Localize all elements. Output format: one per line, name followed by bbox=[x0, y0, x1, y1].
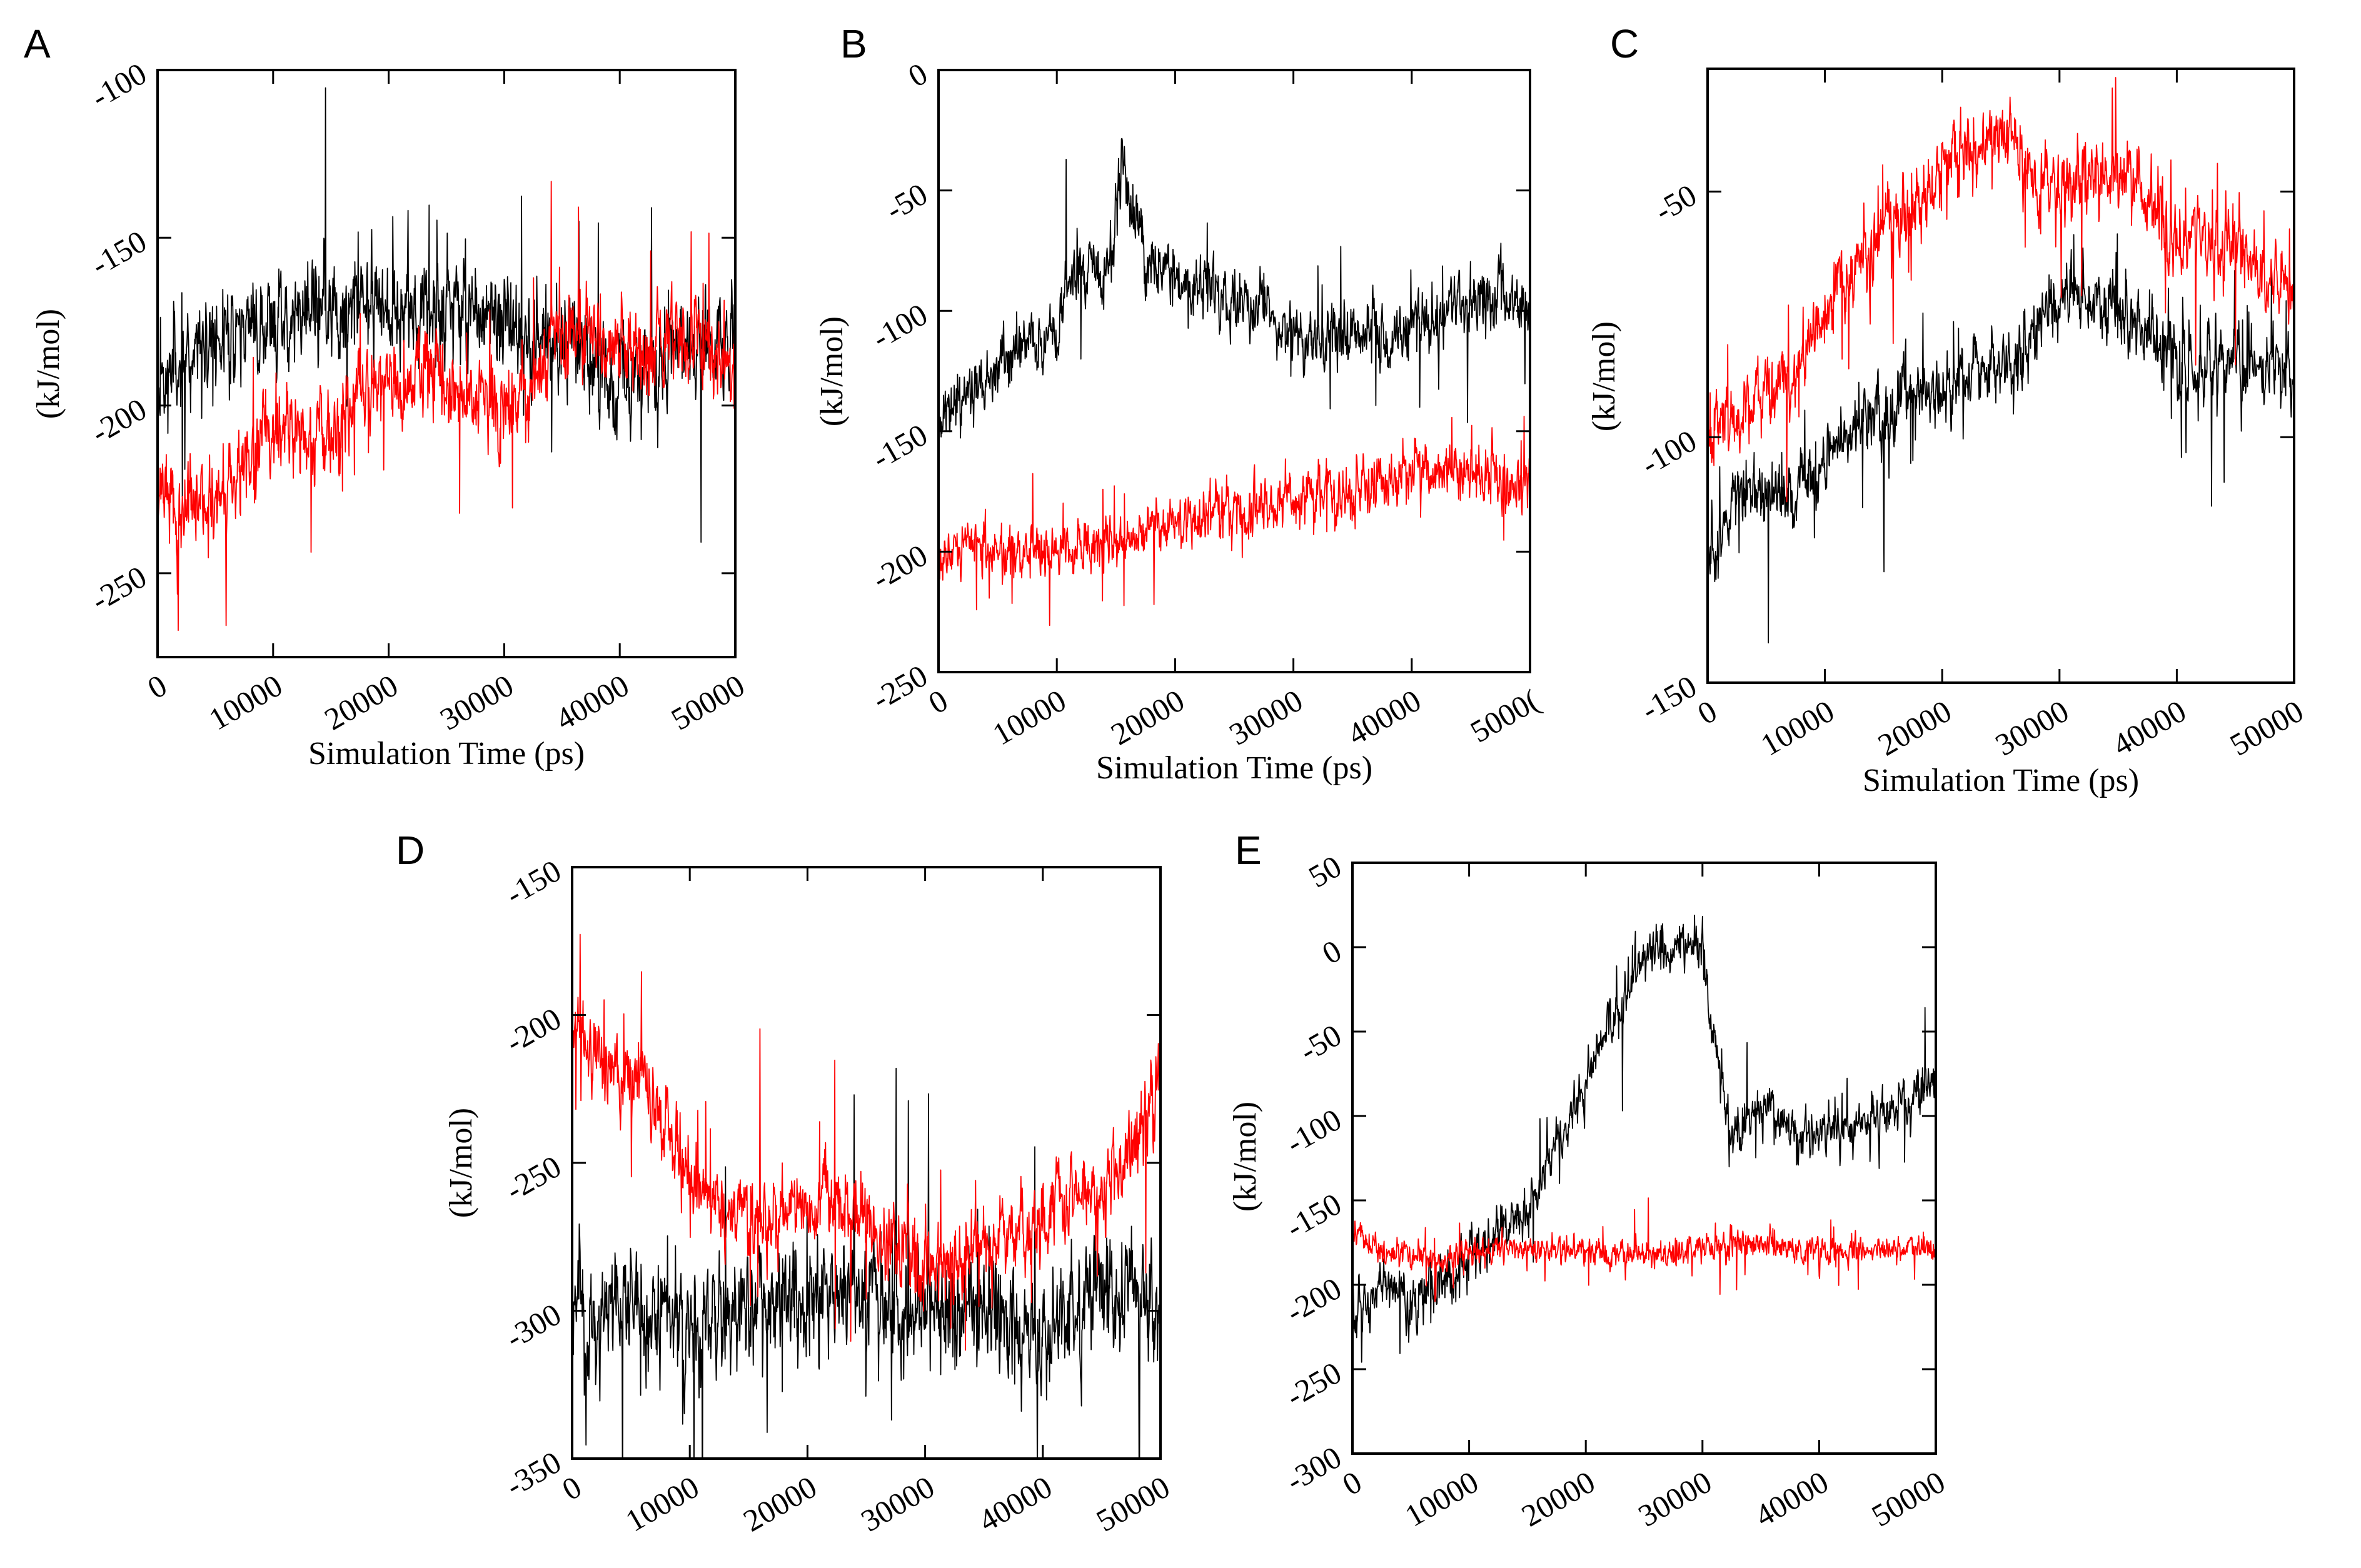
x-tick-label: 10000 bbox=[620, 1469, 705, 1539]
y-tick-label: 0 bbox=[902, 56, 934, 94]
x-axis-title-b: Simulation Time (ps) bbox=[1096, 750, 1372, 786]
y-tick-label: -200 bbox=[500, 1001, 566, 1060]
x-tick-label: 20000 bbox=[1516, 1464, 1601, 1534]
x-tick-label: 20000 bbox=[1105, 683, 1190, 752]
y-tick-label: -300 bbox=[500, 1297, 566, 1355]
y-axis-title-d: (kJ/mol) bbox=[443, 1108, 479, 1218]
plot-frame-e bbox=[1351, 862, 1937, 1455]
ticks-layer: 0 10000 20000 30000 40000 5000(0-50-100-150-2… bbox=[866, 56, 1545, 752]
x-tick-label: 5000( bbox=[1464, 683, 1545, 750]
x-tick-label: 50000 bbox=[2224, 693, 2309, 763]
series-line-red bbox=[158, 181, 735, 631]
x-tick-label: 20000 bbox=[318, 668, 403, 737]
panel-d: D 0 10000 20000 30000 40000 50000-150-200-250… bbox=[396, 828, 1175, 1539]
x-tick-label: 40000 bbox=[1749, 1464, 1834, 1534]
series-line-black bbox=[939, 138, 1530, 439]
x-axis-title-c: Simulation Time (ps) bbox=[1863, 763, 2139, 798]
x-tick-label: 50000 bbox=[1090, 1469, 1175, 1539]
x-tick-label: 40000 bbox=[973, 1469, 1058, 1539]
x-tick-label: 10000 bbox=[987, 683, 1072, 752]
x-tick-label: 30000 bbox=[1633, 1464, 1718, 1534]
y-tick-label: -300 bbox=[1280, 1439, 1347, 1498]
y-tick-label: -250 bbox=[1280, 1355, 1347, 1414]
y-tick-label: -250 bbox=[866, 658, 933, 716]
series-line-red bbox=[1352, 1197, 1936, 1302]
y-tick-label: -200 bbox=[1280, 1270, 1347, 1329]
series-line-red bbox=[1708, 77, 2294, 503]
y-tick-label: -200 bbox=[866, 537, 933, 596]
y-tick-label: -100 bbox=[866, 296, 933, 355]
panel-e: E 0 10000 20000 30000 40000 50000500-50-100-1… bbox=[1227, 828, 1951, 1534]
y-axis-title-a: (kJ/mol) bbox=[31, 309, 66, 419]
x-tick-label: 20000 bbox=[1872, 693, 1957, 763]
y-tick-label: -150 bbox=[1635, 668, 1702, 727]
panel-a: A 0 10000 20000 30000 40000 50000 -100 -150 -200… bbox=[24, 21, 750, 771]
y-tick-label: -350 bbox=[500, 1444, 566, 1503]
y-tick-label: -100 bbox=[1280, 1102, 1347, 1160]
panel-label-e: E bbox=[1235, 828, 1262, 873]
y-axis-title-e: (kJ/mol) bbox=[1227, 1102, 1263, 1212]
panel-b: B 0 10000 20000 30000 40000 5000(0-50-100-150… bbox=[814, 21, 1545, 786]
plot-frame-c bbox=[1706, 68, 2295, 684]
ticks-layer: 0 10000 20000 30000 40000 50000500-50-100-150… bbox=[1280, 848, 1951, 1534]
y-tick-label: -100 bbox=[1635, 423, 1702, 481]
y-tick-label: -150 bbox=[866, 417, 933, 476]
x-axis-title-a: Simulation Time (ps) bbox=[308, 736, 585, 771]
y-tick-label: -250 bbox=[500, 1148, 566, 1207]
series-layer bbox=[1708, 77, 2294, 644]
series-line-black bbox=[1708, 233, 2294, 644]
x-tick-label: 30000 bbox=[855, 1469, 940, 1539]
y-tick-label: -150 bbox=[1280, 1186, 1347, 1245]
x-tick-label: 10000 bbox=[203, 668, 288, 737]
x-tick-label: 20000 bbox=[737, 1469, 822, 1539]
series-layer bbox=[158, 87, 735, 631]
y-tick-label: -200 bbox=[85, 391, 152, 450]
series-layer bbox=[939, 138, 1530, 626]
panel-label-b: B bbox=[840, 21, 867, 66]
y-axis-title-b: (kJ/mol) bbox=[814, 316, 850, 426]
series-line-red bbox=[572, 933, 1160, 1351]
x-tick-label: 10000 bbox=[1399, 1464, 1484, 1534]
y-tick-label: -50 bbox=[1649, 177, 1703, 228]
series-line-red bbox=[939, 415, 1530, 626]
series-layer bbox=[1352, 915, 1936, 1363]
y-tick-label: -150 bbox=[85, 223, 152, 282]
y-tick-label: -250 bbox=[85, 559, 152, 618]
x-tick-label: 40000 bbox=[550, 668, 635, 737]
x-tick-label: 10000 bbox=[1754, 693, 1840, 763]
series-line-black bbox=[1352, 915, 1936, 1363]
panel-label-d: D bbox=[396, 828, 425, 873]
panel-label-a: A bbox=[24, 21, 51, 66]
x-tick-label: 50000 bbox=[1866, 1464, 1951, 1534]
y-tick-label: -50 bbox=[880, 176, 934, 228]
x-tick-label: 40000 bbox=[1342, 683, 1427, 752]
y-tick-label: 0 bbox=[1316, 933, 1347, 971]
x-tick-label: 30000 bbox=[1990, 693, 2075, 763]
y-tick-label: -100 bbox=[85, 56, 152, 114]
x-tick-label: 30000 bbox=[1223, 683, 1308, 752]
x-tick-label: 30000 bbox=[434, 668, 519, 737]
plot-frame-b bbox=[937, 69, 1531, 673]
y-tick-label: -150 bbox=[500, 853, 566, 912]
series-layer bbox=[572, 933, 1160, 1459]
x-tick-label: 40000 bbox=[2107, 693, 2192, 763]
x-tick-label: 0 bbox=[141, 668, 173, 706]
panel-label-c: C bbox=[1610, 21, 1639, 66]
series-line-black bbox=[572, 1067, 1160, 1459]
y-axis-title-c: (kJ/mol) bbox=[1586, 321, 1622, 431]
y-tick-label: 50 bbox=[1302, 848, 1347, 894]
panel-c: C 0 10000 20000 30000 40000 50000-50-100-150 … bbox=[1586, 21, 2309, 798]
y-tick-label: -50 bbox=[1294, 1017, 1347, 1068]
plot-frame-a bbox=[156, 69, 737, 658]
x-tick-label: 50000 bbox=[665, 668, 750, 737]
